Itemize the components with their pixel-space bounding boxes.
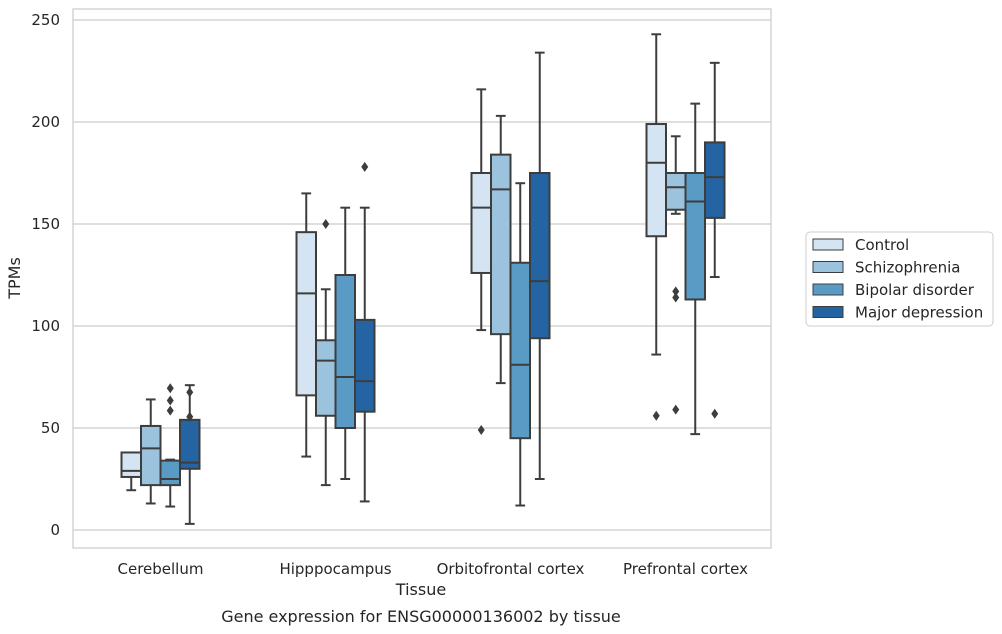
box-control-hipppocampus xyxy=(295,192,317,458)
x-tick-label: Hipppocampus xyxy=(279,560,391,578)
outlier-point xyxy=(186,387,194,398)
box-iqr xyxy=(120,451,142,478)
box-iqr xyxy=(490,153,512,336)
legend-swatch xyxy=(812,283,844,296)
box-bipolar-disorder-cerebellum xyxy=(159,383,181,508)
legend-label: Major depression xyxy=(855,304,983,322)
box-iqr xyxy=(179,418,201,470)
outlier-point xyxy=(322,219,330,229)
box-iqr xyxy=(529,172,551,340)
box-iqr xyxy=(140,424,162,487)
outlier-point xyxy=(672,404,680,415)
box-iqr xyxy=(509,261,531,440)
legend: Control Schizophrenia Bipolar disorder Majo… xyxy=(805,231,994,327)
y-axis-label: TPMs xyxy=(5,257,24,300)
box-iqr xyxy=(665,172,687,211)
x-tick-label: Cerebellum xyxy=(118,560,204,578)
outlier-point xyxy=(166,405,174,416)
outlier-point xyxy=(672,286,680,297)
figure-caption: Gene expression for ENSG00000136002 by t… xyxy=(221,607,621,626)
outlier-point xyxy=(186,411,194,422)
x-axis-label: Tissue xyxy=(395,580,446,599)
outlier-point xyxy=(711,408,719,419)
box-bipolar-disorder-orbitofrontal-cortex xyxy=(509,182,531,507)
box-schizophrenia-prefrontal-cortex xyxy=(665,135,687,415)
box-major-depression-cerebellum xyxy=(179,384,201,525)
x-tick-label: Prefrontal cortex xyxy=(623,560,748,578)
box-bipolar-disorder-hipppocampus xyxy=(334,206,356,480)
box-major-depression-orbitofrontal-cortex xyxy=(529,51,551,480)
box-iqr xyxy=(645,123,667,238)
y-tick-label: 150 xyxy=(31,215,60,233)
box-control-cerebellum xyxy=(120,451,142,492)
legend-swatch xyxy=(812,306,844,318)
outlier-point xyxy=(672,292,680,303)
y-tick-label: 50 xyxy=(41,419,60,437)
x-tick-labels: Cerebellum Hipppocampus Orbitofrontal cort… xyxy=(118,560,749,578)
legend-swatch xyxy=(812,238,844,251)
outlier-point xyxy=(166,395,174,406)
outlier-point xyxy=(166,383,174,394)
box-bipolar-disorder-prefrontal-cortex xyxy=(684,102,706,436)
box-iqr xyxy=(354,318,376,413)
y-tick-label: 250 xyxy=(31,11,60,29)
outlier-point xyxy=(477,425,485,436)
box-iqr xyxy=(315,339,337,417)
box-control-orbitofrontal-cortex xyxy=(470,88,492,436)
y-tick-label: 100 xyxy=(31,317,60,335)
y-tick-labels: 0 50 100 150 200 250 xyxy=(31,11,60,539)
box-iqr xyxy=(470,172,492,274)
box-major-depression-prefrontal-cortex xyxy=(704,61,726,419)
outlier-point xyxy=(652,410,660,421)
legend-frame xyxy=(805,231,994,327)
box-iqr xyxy=(704,141,726,219)
box-iqr xyxy=(295,231,317,397)
legend-label: Schizophrenia xyxy=(855,259,960,277)
y-tick-label: 200 xyxy=(31,113,60,131)
y-tick-label: 0 xyxy=(50,521,60,539)
outlier-point xyxy=(361,161,369,172)
legend-label: Bipolar disorder xyxy=(855,281,975,299)
box-schizophrenia-cerebellum xyxy=(140,398,162,505)
legend-label: Control xyxy=(855,236,909,254)
box-iqr xyxy=(334,274,356,429)
box-schizophrenia-hipppocampus xyxy=(315,219,337,487)
box-schizophrenia-orbitofrontal-cortex xyxy=(490,114,512,385)
boxes xyxy=(120,33,726,525)
x-tick-label: Orbitofrontal cortex xyxy=(437,560,585,578)
box-iqr xyxy=(159,459,181,487)
box-iqr xyxy=(684,172,706,301)
box-major-depression-hipppocampus xyxy=(354,161,376,503)
legend-swatch xyxy=(812,261,844,273)
